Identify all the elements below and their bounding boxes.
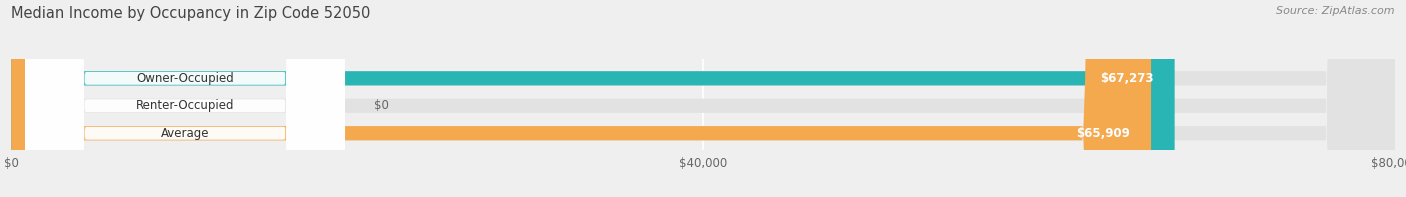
FancyBboxPatch shape: [11, 0, 1152, 197]
FancyBboxPatch shape: [25, 0, 344, 197]
Text: $0: $0: [374, 99, 389, 112]
Text: Owner-Occupied: Owner-Occupied: [136, 72, 233, 85]
Text: Average: Average: [160, 127, 209, 140]
Text: Median Income by Occupancy in Zip Code 52050: Median Income by Occupancy in Zip Code 5…: [11, 6, 371, 21]
FancyBboxPatch shape: [25, 0, 344, 197]
Text: Renter-Occupied: Renter-Occupied: [136, 99, 235, 112]
Text: Source: ZipAtlas.com: Source: ZipAtlas.com: [1277, 6, 1395, 16]
FancyBboxPatch shape: [11, 0, 1395, 197]
FancyBboxPatch shape: [25, 0, 344, 197]
FancyBboxPatch shape: [11, 0, 1395, 197]
FancyBboxPatch shape: [11, 0, 1174, 197]
FancyBboxPatch shape: [11, 0, 1395, 197]
Text: $67,273: $67,273: [1101, 72, 1154, 85]
Text: $65,909: $65,909: [1077, 127, 1130, 140]
